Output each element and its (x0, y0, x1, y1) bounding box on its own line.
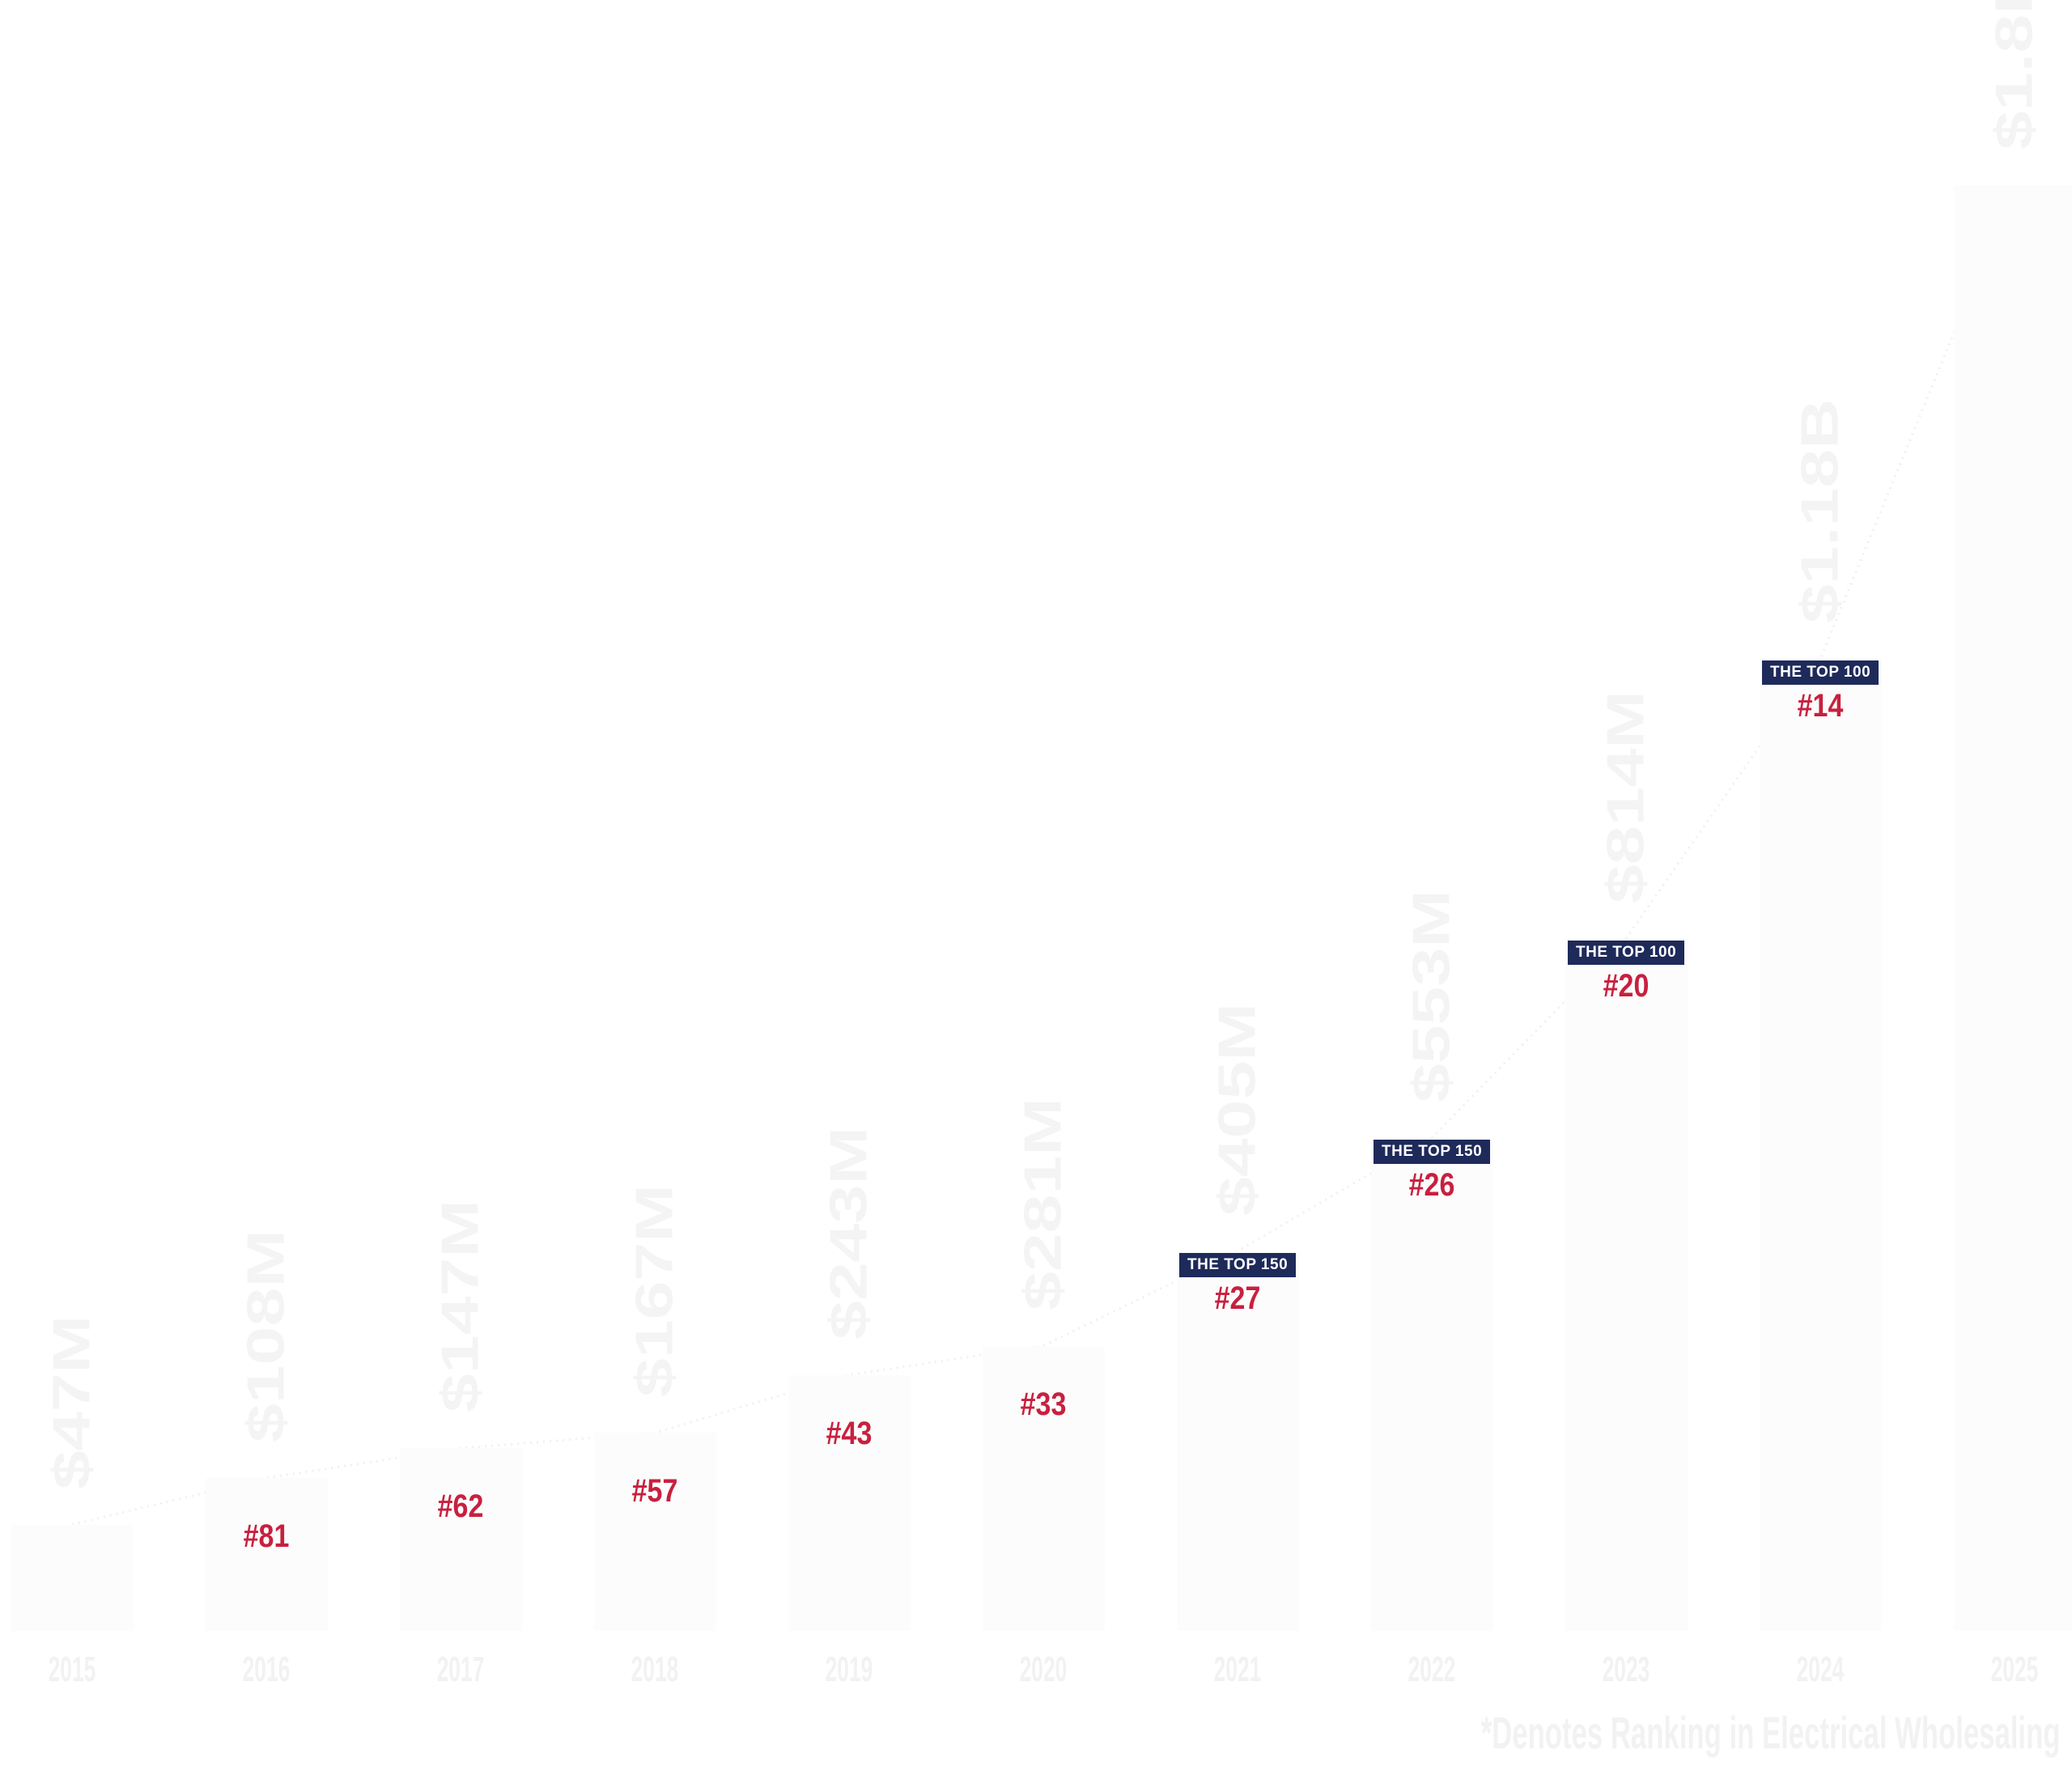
value-label: $243M (819, 1126, 878, 1340)
x-tick-label: 2017 (436, 1650, 485, 1689)
value-label: $814M (1596, 690, 1655, 903)
x-tick-label: 2024 (1796, 1650, 1845, 1689)
rank-label: #57 (631, 1473, 678, 1510)
x-tick-label: 2022 (1408, 1650, 1456, 1689)
value-label: $1.8B (1985, 0, 2044, 150)
footnote: *Denotes Ranking in Electrical Wholesali… (1480, 1707, 2060, 1758)
value-label: $405M (1208, 1002, 1267, 1216)
x-tick-label: 2025 (1990, 1650, 2039, 1689)
bar-2018 (593, 1433, 716, 1631)
rank-label: #26 (1408, 1166, 1455, 1203)
x-tick-label: 2016 (242, 1650, 291, 1689)
value-label: $281M (1013, 1097, 1072, 1310)
rank-badge: THE TOP 150 (1179, 1252, 1297, 1277)
rank-label: #33 (1020, 1386, 1067, 1422)
rank-label: #43 (826, 1415, 873, 1451)
rank-badge: THE TOP 100 (1762, 660, 1879, 686)
value-label: $47M (42, 1314, 101, 1489)
value-label: $147M (431, 1200, 490, 1413)
rank-label: #27 (1214, 1280, 1261, 1316)
rank-label: #20 (1603, 967, 1650, 1004)
trend-line-path (71, 185, 2016, 1527)
rank-label: #62 (437, 1489, 484, 1525)
value-label: $1.18B (1790, 398, 1849, 624)
bar-2025 (1953, 185, 2072, 1631)
rank-badge: THE TOP 150 (1374, 1139, 1491, 1164)
x-tick-label: 2023 (1602, 1650, 1650, 1689)
bar-2019 (788, 1374, 911, 1631)
rank-label: #14 (1797, 688, 1844, 724)
x-tick-label: 2021 (1213, 1650, 1262, 1689)
bar-2016 (205, 1478, 328, 1631)
bar-2020 (982, 1345, 1105, 1631)
x-tick-label: 2019 (825, 1650, 873, 1689)
bar-2024 (1759, 659, 1882, 1631)
bar-2017 (399, 1448, 522, 1631)
rank-badge: THE TOP 100 (1568, 940, 1685, 965)
bar-2023 (1565, 938, 1688, 1631)
value-label: $108M (236, 1230, 295, 1443)
x-tick-label: 2018 (631, 1650, 679, 1689)
value-label: $167M (625, 1184, 684, 1398)
bar-2015 (11, 1524, 134, 1631)
x-tick-label: 2015 (48, 1650, 96, 1689)
bar-2021 (1176, 1251, 1299, 1631)
rank-label: #81 (243, 1518, 290, 1555)
x-tick-label: 2020 (1019, 1650, 1068, 1689)
bar-2022 (1370, 1137, 1493, 1631)
value-label: $553M (1402, 889, 1461, 1102)
